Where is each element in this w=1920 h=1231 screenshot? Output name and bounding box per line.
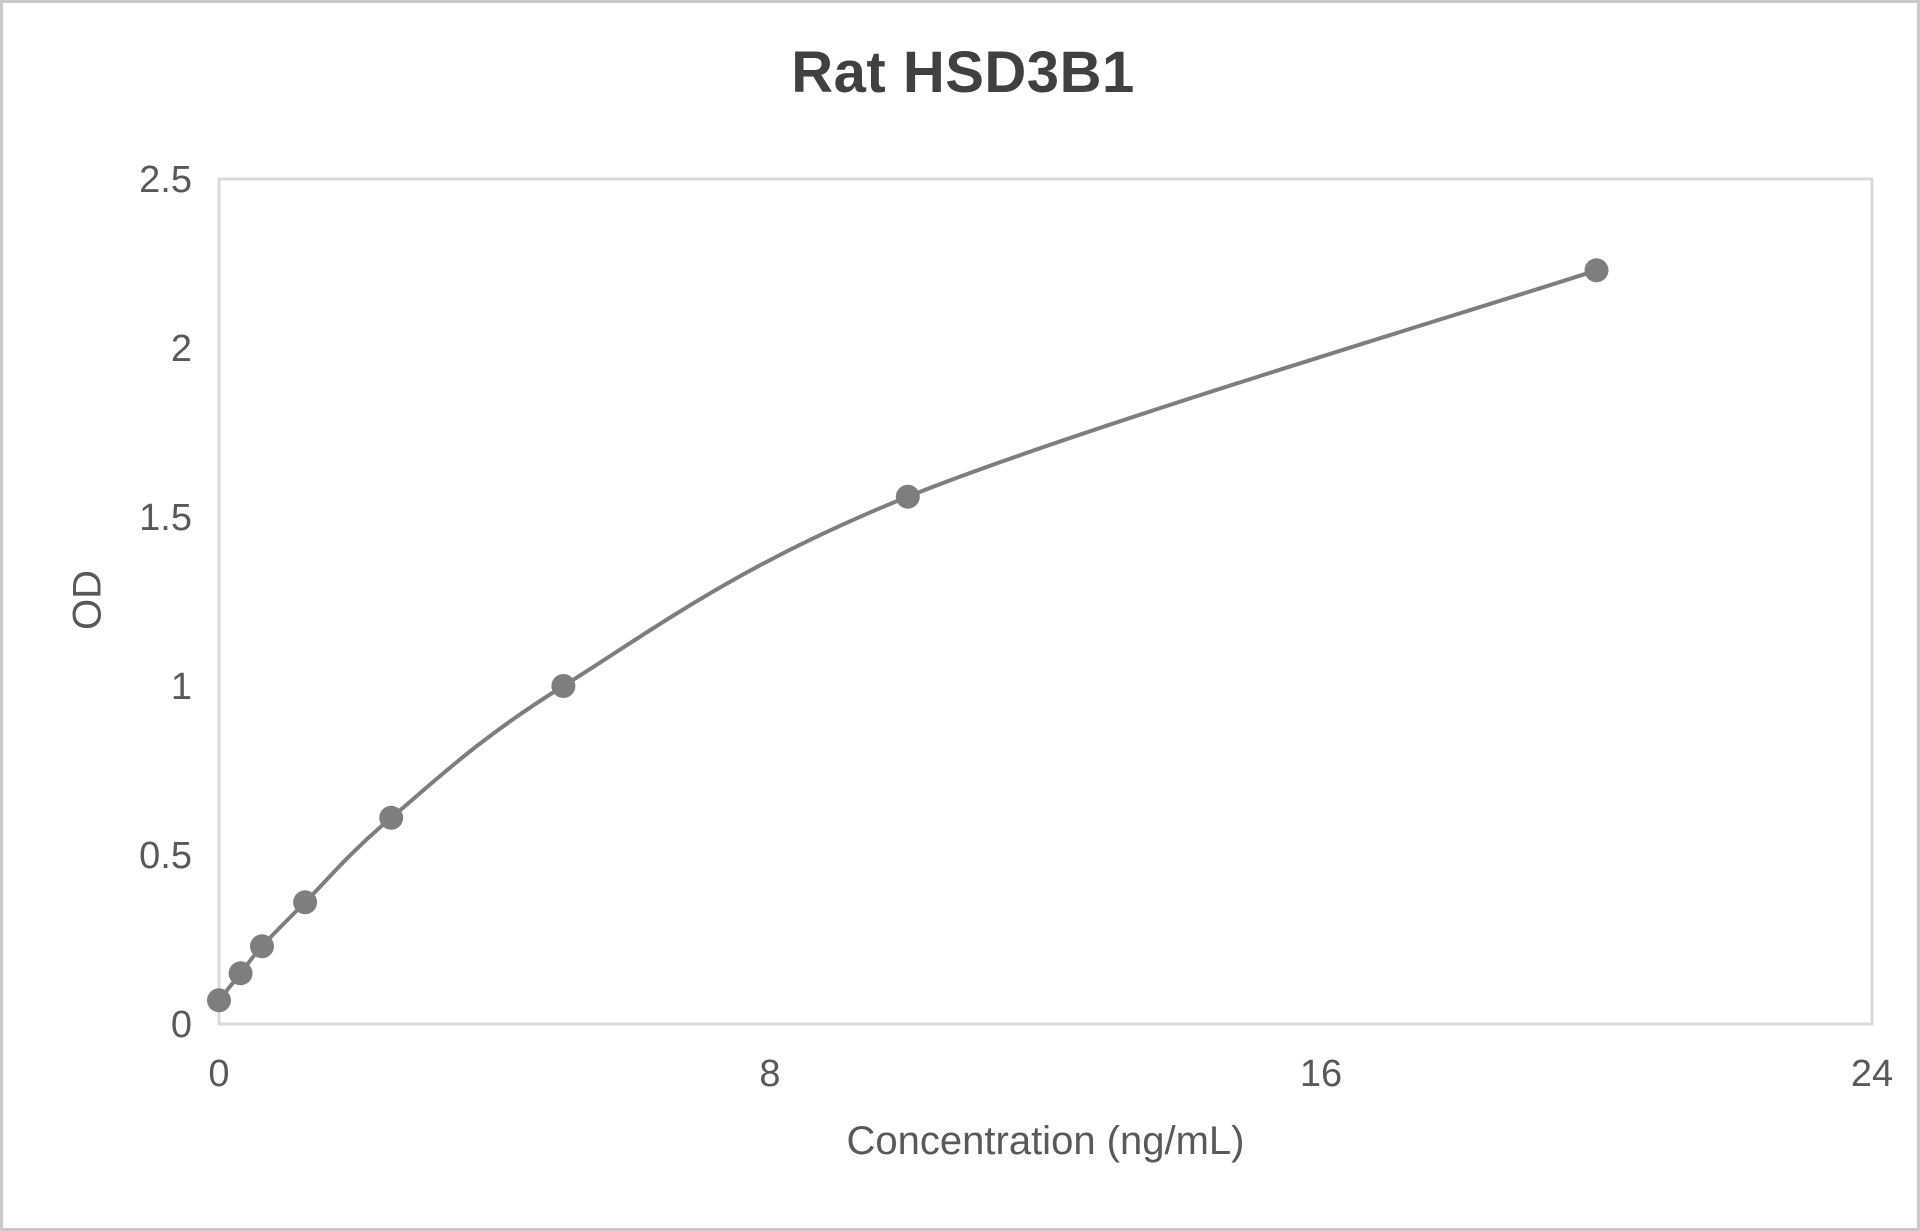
plot-area: 0 0.5 1 1.5 2 2.5 0 8 16 24 [139,159,1893,1095]
data-point-marker [1584,258,1609,283]
data-point-marker [895,484,920,509]
data-point-marker [379,805,404,830]
plot-border [217,177,1874,1026]
chart-title: Rat HSD3B1 [791,40,1135,105]
x-axis-title: Concentration (ng/mL) [846,1119,1245,1163]
x-tick-label: 24 [1851,1053,1893,1095]
data-point-marker [250,934,274,959]
y-tick-label: 2 [171,328,192,370]
data-point-marker [228,961,253,986]
y-tick-label: 2.5 [139,159,192,201]
y-tick-label: 1 [171,666,192,708]
data-point-marker [293,890,318,915]
y-tick-label: 1.5 [139,497,192,539]
series-line [217,268,1599,1003]
x-tick-label: 8 [759,1053,780,1095]
data-point-marker [207,988,231,1013]
y-tick-label: 0 [171,1004,192,1046]
y-axis-title: OD [65,570,110,630]
x-tick-label: 16 [1300,1053,1342,1095]
data-point-marker [551,674,576,698]
x-tick-label: 0 [208,1053,229,1095]
y-tick-label: 0.5 [139,835,192,877]
